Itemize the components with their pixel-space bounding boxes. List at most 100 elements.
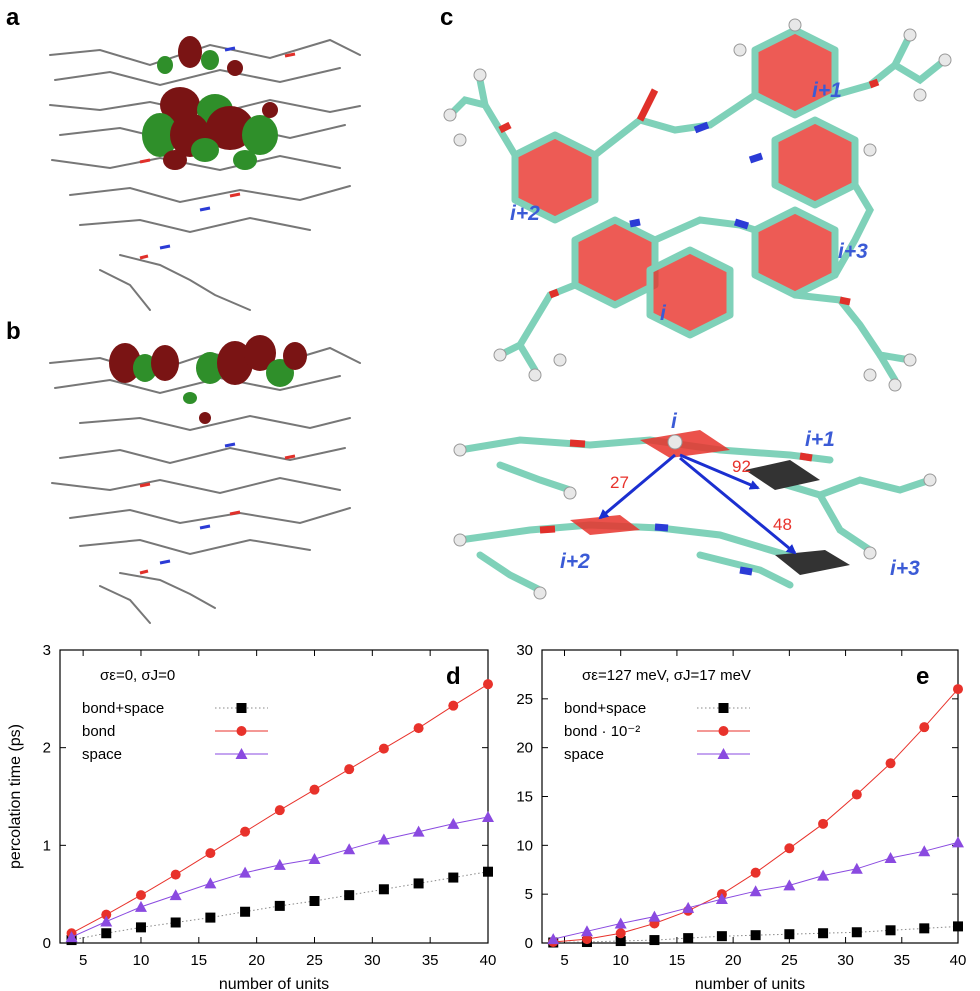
legend-label: bond+space [82, 700, 164, 717]
y-tick-label: 5 [525, 886, 533, 903]
y-tick-label: 3 [43, 642, 51, 659]
aromatic-ring [646, 246, 734, 339]
data-point [885, 758, 896, 769]
legend-label: bond [82, 723, 115, 740]
data-point [170, 869, 181, 880]
x-axis-label: number of units [695, 976, 805, 991]
label-top-i-plus-1: i+1 [812, 79, 842, 102]
data-point [101, 909, 112, 920]
x-axis-label: number of units [219, 976, 329, 991]
data-point [273, 858, 286, 870]
data-point [343, 843, 356, 855]
legend-label: bond · 10⁻² [564, 723, 640, 740]
data-point [818, 818, 829, 829]
legend-label: space [82, 746, 122, 763]
panel-label: d [446, 663, 461, 690]
data-point [412, 825, 425, 837]
data-point [448, 700, 459, 711]
y-tick-label: 20 [516, 740, 533, 757]
x-tick-label: 5 [79, 952, 87, 969]
label-side-i-plus-2: i+2 [560, 550, 590, 573]
legend-marker [717, 748, 730, 759]
data-point [240, 826, 251, 837]
aromatic-ring [751, 26, 839, 119]
label-side-i: i [671, 410, 678, 433]
x-tick-label: 25 [781, 952, 798, 969]
legend-marker [718, 726, 729, 736]
distance-arrow [679, 456, 797, 555]
data-point [682, 901, 695, 913]
data-point [716, 931, 727, 942]
plot-frame [59, 649, 489, 944]
series-line-2 [71, 816, 489, 938]
data-point [483, 866, 493, 877]
top-view-structure [443, 18, 952, 392]
data-point [135, 890, 146, 901]
legend-label: space [564, 746, 604, 763]
label-top-i: i [660, 302, 667, 325]
data-point [65, 931, 78, 943]
panel-b-molecule-image [49, 335, 361, 624]
data-point [344, 890, 355, 901]
x-tick-label: 40 [950, 952, 967, 969]
label-side-i-plus-3: i+3 [890, 557, 920, 580]
x-tick-label: 10 [612, 952, 629, 969]
data-point [750, 867, 761, 878]
legend-label: bond+space [564, 700, 646, 717]
legend-marker [236, 703, 247, 713]
data-point [170, 917, 181, 928]
data-point [885, 925, 896, 936]
data-point [581, 934, 592, 945]
data-point [205, 912, 216, 923]
data-point [447, 817, 460, 829]
aromatic-ring [771, 116, 859, 209]
panel-label: e [916, 663, 929, 690]
data-point [100, 915, 113, 927]
distance-label-92: 92 [732, 457, 751, 476]
data-point [817, 869, 830, 881]
panel-label-c: c [440, 4, 454, 31]
y-tick-label: 15 [516, 789, 533, 806]
data-point [378, 884, 389, 895]
label-top-i-plus-2: i+2 [510, 202, 540, 225]
distance-label-48: 48 [773, 515, 792, 534]
data-point [952, 836, 964, 848]
data-point [784, 929, 795, 940]
y-tick-label: 30 [516, 642, 533, 659]
y-tick-label: 10 [516, 837, 533, 854]
chart-title: σε=0, σJ=0 [100, 667, 175, 684]
panel-label-b: b [6, 318, 21, 345]
data-point [135, 922, 146, 933]
data-point [750, 930, 761, 941]
data-point [649, 935, 660, 946]
data-point [784, 843, 795, 854]
data-point [953, 921, 963, 932]
y-axis-label: percolation time (ps) [7, 724, 24, 869]
data-point [274, 900, 285, 911]
distance-arrow [598, 453, 676, 520]
y-tick-label: 0 [525, 935, 533, 952]
data-point [818, 928, 829, 939]
data-point [482, 811, 494, 823]
distance-arrow [679, 453, 760, 490]
data-point [274, 805, 285, 816]
y-tick-label: 25 [516, 691, 533, 708]
x-tick-label: 15 [669, 952, 686, 969]
data-point [953, 684, 963, 695]
label-side-i-plus-1: i+1 [805, 428, 835, 451]
x-tick-label: 15 [190, 952, 207, 969]
data-point [919, 722, 930, 733]
data-point [648, 910, 661, 922]
data-point [239, 866, 252, 878]
y-tick-label: 2 [43, 740, 51, 757]
data-point [580, 925, 593, 937]
data-point [308, 853, 321, 865]
data-point [614, 917, 627, 929]
data-point [240, 906, 251, 917]
data-point [547, 933, 560, 945]
x-tick-label: 5 [560, 952, 568, 969]
aromatic-ring [571, 216, 659, 309]
distance-label-27: 27 [610, 473, 629, 492]
chart-title: σε=127 meV, σJ=17 meV [582, 667, 751, 684]
data-point [448, 872, 459, 883]
